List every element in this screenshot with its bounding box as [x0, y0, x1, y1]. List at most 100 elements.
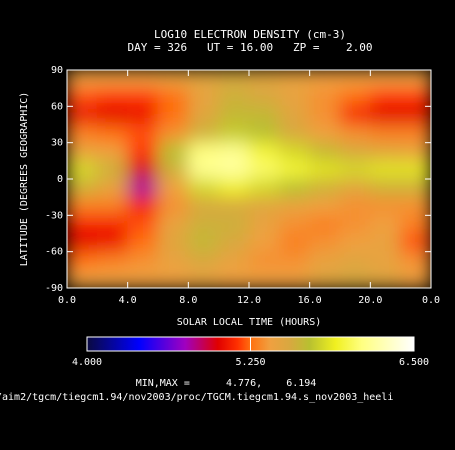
x-axis-label: SOLAR LOCAL TIME (HOURS): [177, 317, 322, 328]
heat-cell: [187, 196, 220, 216]
colorbar-tick-label: 6.500: [399, 357, 429, 368]
heat-cell: [248, 124, 280, 144]
chart-subtitle: DAY = 326 UT = 16.00 ZP = 2.00: [127, 41, 372, 54]
heat-cell: [309, 142, 341, 162]
heat-cell: [187, 233, 220, 253]
heat-cell: [157, 214, 189, 234]
heat-cell: [127, 269, 159, 288]
x-tick-label: 4.0: [119, 295, 137, 306]
heat-cell: [248, 214, 280, 234]
heat-cell: [248, 70, 280, 89]
heat-cell: [187, 160, 220, 180]
heat-cell: [67, 124, 98, 144]
x-tick-label: 0.0: [58, 295, 76, 306]
heat-cell: [248, 105, 280, 125]
heat-cell: [248, 160, 280, 180]
heat-cell: [248, 196, 280, 216]
heat-cell: [96, 178, 129, 198]
heat-cell: [369, 196, 402, 216]
heat-cell: [400, 251, 431, 271]
heat-cell: [67, 214, 98, 234]
heat-cell: [96, 269, 129, 288]
y-tick-label: 0: [57, 174, 63, 185]
heat-cell: [96, 87, 129, 107]
heat-cell: [309, 251, 341, 271]
x-tick-label: 8.0: [179, 295, 197, 306]
heat-cell: [309, 87, 341, 107]
heatmap: [67, 70, 431, 288]
chart-title: LOG10 ELECTRON DENSITY (cm-3): [154, 28, 346, 41]
heat-cell: [127, 142, 159, 162]
heat-cell: [96, 196, 129, 216]
heat-cell: [369, 251, 402, 271]
heat-cell: [309, 233, 341, 253]
x-tick-label: 20.0: [358, 295, 382, 306]
heat-cell: [278, 269, 311, 288]
heat-cell: [369, 70, 402, 89]
heat-cell: [187, 105, 220, 125]
heat-cell: [218, 178, 250, 198]
heat-cell: [339, 233, 371, 253]
heat-cell: [278, 142, 311, 162]
heat-cell: [127, 251, 159, 271]
heat-cell: [309, 70, 341, 89]
heat-cell: [67, 142, 98, 162]
heat-cell: [248, 178, 280, 198]
heat-cell: [339, 269, 371, 288]
heat-cell: [218, 70, 250, 89]
heat-cell: [96, 233, 129, 253]
heat-cell: [187, 142, 220, 162]
y-tick-label: 90: [51, 65, 63, 76]
heat-cell: [218, 196, 250, 216]
heat-cell: [369, 269, 402, 288]
heat-cell: [278, 196, 311, 216]
heat-cell: [218, 87, 250, 107]
heat-cell: [187, 178, 220, 198]
heat-cell: [339, 105, 371, 125]
x-tick-label: 16.0: [298, 295, 322, 306]
y-tick-label: -90: [45, 283, 63, 294]
heat-cell: [400, 178, 431, 198]
heat-cell: [127, 70, 159, 89]
heat-cell: [157, 87, 189, 107]
heat-cell: [96, 142, 129, 162]
heat-cell: [157, 269, 189, 288]
heat-cell: [187, 70, 220, 89]
heat-cell: [218, 233, 250, 253]
heat-cell: [96, 124, 129, 144]
y-axis-label: LATITUDE (DEGREES GEOGRAPHIC): [19, 92, 30, 267]
heat-cell: [400, 160, 431, 180]
heat-cell: [309, 214, 341, 234]
heat-cell: [67, 160, 98, 180]
heat-cell: [309, 178, 341, 198]
heat-cell: [157, 251, 189, 271]
heat-cell: [369, 142, 402, 162]
heat-cell: [369, 233, 402, 253]
heat-cell: [400, 105, 431, 125]
heat-cell: [127, 178, 159, 198]
heat-cell: [218, 160, 250, 180]
heat-cell: [278, 178, 311, 198]
y-tick-label: -60: [45, 247, 63, 258]
heat-cell: [96, 160, 129, 180]
heat-cell: [67, 251, 98, 271]
heat-cell: [157, 70, 189, 89]
heat-cell: [157, 178, 189, 198]
heat-cell: [309, 160, 341, 180]
heat-cell: [339, 160, 371, 180]
x-tick-label: 12.0: [237, 295, 261, 306]
heat-cell: [369, 105, 402, 125]
heat-cell: [157, 196, 189, 216]
heat-cell: [157, 233, 189, 253]
heatmap-cells: [67, 70, 431, 288]
heat-cell: [278, 70, 311, 89]
heat-cell: [157, 105, 189, 125]
heat-cell: [339, 251, 371, 271]
heat-cell: [369, 178, 402, 198]
heat-cell: [278, 87, 311, 107]
heat-cell: [400, 70, 431, 89]
minmax-text: MIN,MAX = 4.776, 6.194: [136, 378, 317, 389]
heat-cell: [339, 124, 371, 144]
x-tick-label: 0.0: [422, 295, 440, 306]
